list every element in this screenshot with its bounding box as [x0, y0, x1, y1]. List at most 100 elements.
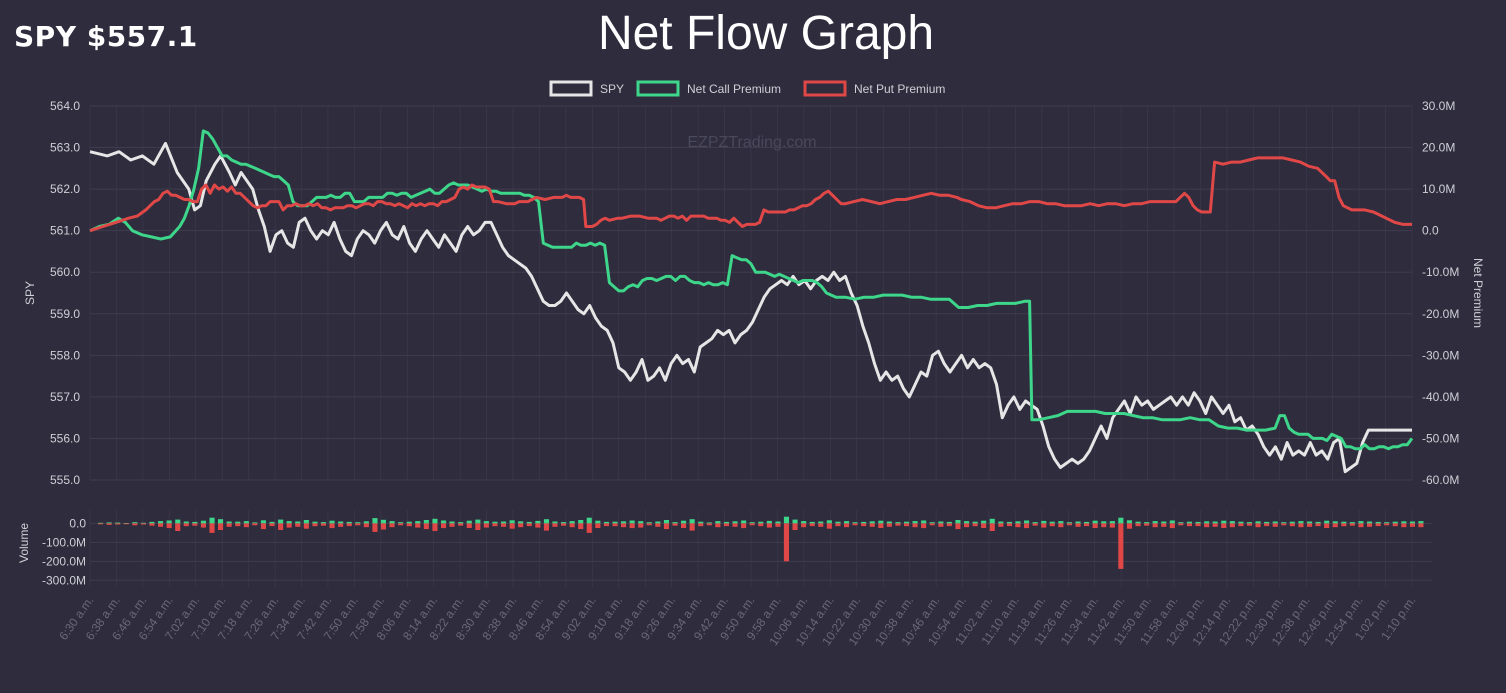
legend[interactable]: SPY Net Call Premium Net Put Premium — [549, 80, 945, 97]
legend-label-spy: SPY — [600, 82, 624, 96]
put-volume-bar — [1212, 523, 1218, 527]
y-tick-left: 563.0 — [50, 141, 80, 155]
call-volume-bar — [732, 521, 738, 524]
call-volume-bar — [655, 521, 661, 524]
call-volume-bar — [663, 520, 669, 524]
put-volume-bar — [775, 523, 781, 527]
put-volume-bar — [501, 523, 507, 527]
call-volume-bar — [715, 521, 721, 524]
call-volume-bar — [1101, 521, 1107, 524]
put-volume-bar — [492, 523, 498, 527]
put-volume-bar — [1058, 523, 1064, 528]
call-volume-bar — [278, 519, 284, 524]
put-volume-bar — [1375, 523, 1381, 527]
put-volume-bar — [1246, 523, 1252, 526]
call-volume-bar — [1418, 521, 1424, 524]
put-volume-bar — [552, 523, 558, 527]
put-volume-bar — [372, 523, 378, 532]
put-volume-bar — [706, 523, 712, 526]
put-volume-bar — [1126, 523, 1132, 529]
put-volume-bar — [886, 523, 892, 527]
put-volume-bar — [921, 523, 927, 529]
call-volume-bar — [200, 520, 206, 524]
call-volume-bar — [526, 521, 532, 524]
put-volume-bar — [192, 523, 198, 526]
call-volume-bar — [1401, 521, 1407, 524]
call-volume-bar — [586, 517, 592, 524]
put-volume-bar — [166, 523, 172, 529]
call-volume-bar — [638, 521, 644, 524]
put-volume-bar — [912, 523, 918, 528]
put-volume-bar — [715, 523, 721, 528]
call-volume-bar — [1144, 522, 1150, 524]
call-volume-bar — [955, 520, 961, 524]
call-volume-bar — [449, 521, 455, 524]
put-volume-bar — [1075, 523, 1081, 527]
call-volume-bar — [946, 521, 952, 524]
put-volume-bar — [132, 523, 138, 526]
put-volume-bar — [200, 523, 206, 528]
legend-item-put[interactable]: Net Put Premium — [803, 80, 945, 97]
put-volume-bar — [1024, 523, 1030, 529]
legend-item-spy[interactable]: SPY — [549, 80, 624, 97]
put-volume-bar — [1118, 523, 1124, 569]
call-volume-bar — [1341, 521, 1347, 524]
put-volume-bar — [603, 523, 609, 527]
put-volume-bar — [955, 523, 961, 530]
call-volume-bar — [1204, 521, 1210, 524]
call-volume-bar — [689, 519, 695, 524]
call-volume-bar — [252, 522, 258, 524]
legend-item-call[interactable]: Net Call Premium — [636, 80, 781, 97]
y-tick-right: 10.0M — [1422, 182, 1455, 196]
put-volume-bar — [989, 523, 995, 531]
call-volume-bar — [1015, 521, 1021, 524]
put-volume-bar — [612, 523, 618, 527]
put-volume-bar — [1418, 523, 1424, 528]
call-volume-bar — [192, 521, 198, 524]
call-volume-bar — [826, 520, 832, 524]
call-volume-bar — [166, 520, 172, 524]
legend-label-put: Net Put Premium — [854, 82, 945, 96]
put-volume-bar — [904, 523, 910, 527]
call-volume-bar — [1006, 521, 1012, 524]
put-volume-bar — [946, 523, 952, 527]
call-volume-bar — [912, 521, 918, 524]
call-volume-bar — [441, 520, 447, 524]
put-volume-bar — [561, 523, 567, 526]
call-volume-bar — [106, 522, 112, 524]
call-volume-bar — [603, 521, 609, 524]
call-volume-bar — [1298, 521, 1304, 524]
put-volume-bar — [1332, 523, 1338, 528]
call-volume-bar — [372, 518, 378, 524]
call-volume-bar — [621, 521, 627, 524]
put-volume-bar — [432, 523, 438, 531]
call-volume-bar — [792, 519, 798, 524]
call-volume-bar — [158, 521, 164, 524]
put-volume-bar — [1358, 523, 1364, 528]
put-volume-bar — [235, 523, 241, 527]
call-volume-bar — [1161, 521, 1167, 524]
put-volume-bar — [406, 523, 412, 527]
call-volume-bar — [595, 520, 601, 524]
put-volume-bar — [1152, 523, 1158, 528]
put-volume-bar — [595, 523, 601, 528]
call-volume-bar — [398, 522, 404, 524]
put-volume-bar — [758, 523, 764, 527]
put-volume-bar — [218, 523, 224, 530]
put-volume-bar — [766, 523, 772, 528]
call-volume-bar — [981, 520, 987, 524]
put-volume-bar — [1178, 523, 1184, 526]
call-volume-bar — [132, 522, 138, 524]
put-volume-bar — [646, 523, 652, 526]
chart-title: Net Flow Graph — [597, 7, 935, 60]
put-volume-bar — [998, 523, 1004, 527]
put-volume-bar — [363, 523, 369, 528]
call-volume-bar — [1392, 521, 1398, 524]
call-volume-bar — [320, 522, 326, 524]
volume-y-tick: -300.0M — [42, 573, 86, 587]
call-volume-bar — [852, 522, 858, 524]
put-volume-bar — [115, 523, 121, 525]
call-volume-bar — [723, 521, 729, 524]
call-volume-bar — [1315, 521, 1321, 524]
ticker-price: SPY $557.1 — [14, 20, 198, 53]
